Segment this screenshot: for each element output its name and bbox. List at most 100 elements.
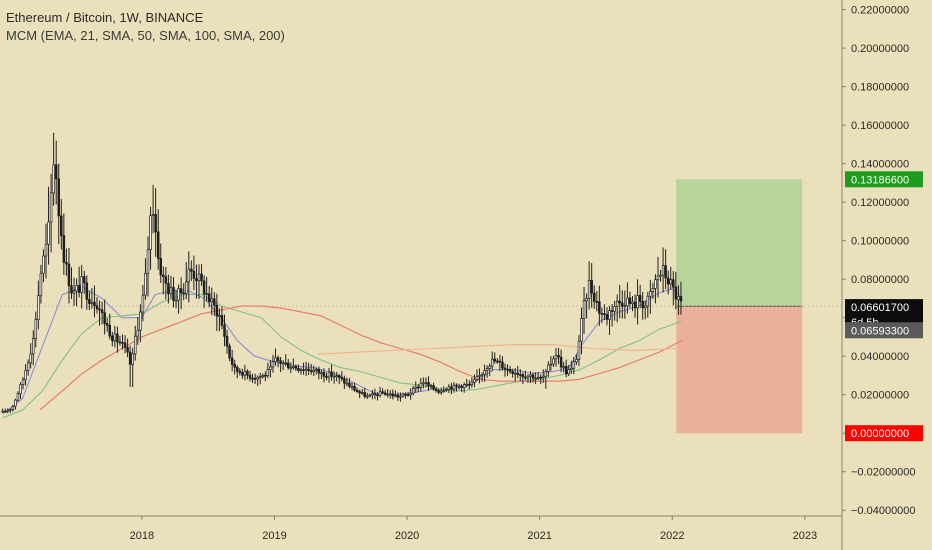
candle-body: [503, 367, 507, 370]
candle-body: [131, 353, 134, 365]
candle-body: [75, 285, 78, 292]
candle-body: [113, 333, 117, 342]
candle-body: [511, 371, 514, 374]
candle-body: [353, 385, 356, 391]
candle-body: [623, 305, 627, 307]
candle-body: [223, 324, 226, 337]
candle-body: [345, 382, 349, 385]
y-tick-label: 0.10000000: [851, 236, 909, 248]
candle-body: [24, 370, 27, 381]
candle-body: [317, 369, 321, 374]
symbol-title[interactable]: Ethereum / Bitcoin, 1W, BINANCE: [6, 10, 204, 25]
candle-body: [457, 385, 461, 388]
candle-body: [304, 368, 308, 371]
candle-body: [205, 293, 208, 296]
candle-body: [462, 384, 466, 389]
candle-body: [289, 367, 293, 369]
candle-body: [315, 369, 318, 371]
candle-body: [358, 391, 361, 394]
candle-body: [592, 292, 596, 302]
x-tick-label: 2022: [660, 530, 684, 542]
candle-body: [636, 295, 639, 309]
candle-body: [447, 386, 451, 390]
candle-body: [595, 301, 599, 303]
candle-body: [541, 375, 545, 378]
candle-body: [144, 272, 147, 296]
candle-body: [32, 338, 35, 355]
candle-body: [93, 301, 96, 307]
candle-body: [154, 213, 157, 233]
candle-body: [643, 305, 647, 309]
candle-body: [526, 375, 530, 379]
y-tick-label: −0.02000000: [851, 467, 916, 479]
y-tick-label: 0.14000000: [851, 159, 909, 171]
candle-body: [327, 371, 331, 378]
candle-body: [378, 391, 382, 396]
candle-body: [213, 298, 216, 306]
candle-body: [549, 363, 553, 366]
price-tag: [845, 171, 923, 188]
candle-body: [39, 272, 43, 297]
candle-body: [52, 164, 55, 194]
candle-body: [429, 385, 433, 387]
candle-body: [271, 361, 275, 368]
candle-body: [598, 301, 601, 314]
candle-body: [465, 383, 468, 386]
candle-body: [422, 382, 425, 385]
candle-body: [174, 299, 178, 302]
candle-body: [672, 279, 675, 288]
candle-body: [6, 409, 10, 412]
candle-body: [192, 270, 196, 279]
candle-body: [248, 374, 252, 379]
candle-body: [44, 243, 48, 257]
candle-body: [156, 231, 160, 259]
indicator-legend[interactable]: MCM (EMA, 21, SMA, 50, SMA, 100, SMA, 20…: [6, 28, 285, 43]
candle-body: [307, 368, 310, 371]
candle-body: [539, 376, 542, 379]
candle-body: [366, 395, 369, 398]
candle-body: [534, 377, 537, 380]
y-tick-label: 0.08000000: [851, 274, 909, 286]
candle-body: [564, 365, 568, 375]
price-tag-label: 0.06601700: [851, 302, 909, 314]
candle-body: [118, 341, 122, 344]
candle-body: [136, 329, 140, 337]
candle-body: [70, 285, 73, 294]
candle-body: [475, 375, 479, 380]
candle-body: [521, 374, 525, 378]
candle-body: [651, 288, 655, 292]
price-tag-label: 0.00000000: [851, 428, 909, 440]
candle-body: [98, 308, 101, 311]
candle-body: [309, 370, 313, 372]
candle-body: [67, 263, 71, 287]
candle-body: [105, 323, 109, 326]
candle-body: [391, 393, 395, 397]
candle-body: [37, 295, 40, 321]
y-tick-label: −0.04000000: [851, 505, 916, 517]
candle-body: [225, 336, 229, 347]
candle-body: [343, 378, 346, 384]
candle-body: [679, 296, 683, 302]
candle-body: [269, 366, 272, 370]
candle-body: [241, 372, 244, 376]
candle-body: [322, 372, 326, 377]
candle-body: [383, 392, 387, 395]
candle-body: [340, 377, 344, 380]
candle-body: [286, 362, 290, 369]
candle-body: [65, 261, 68, 265]
candle-body: [77, 285, 81, 293]
candle-body: [29, 353, 32, 364]
candle-body: [455, 384, 458, 387]
candle-body: [292, 366, 295, 368]
candle-body: [677, 296, 680, 300]
candle-body: [187, 268, 191, 283]
ma-line-sma-100: [39, 305, 682, 411]
candle-body: [445, 389, 448, 391]
candle-body: [182, 292, 185, 295]
candle-body: [162, 274, 165, 277]
candle-body: [519, 374, 522, 376]
candle-body: [529, 374, 532, 377]
